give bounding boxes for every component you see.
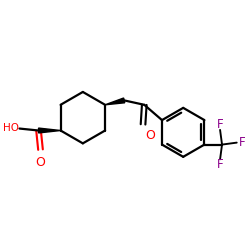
Text: O: O <box>145 129 155 142</box>
Text: F: F <box>239 136 246 149</box>
Text: O: O <box>36 156 46 170</box>
Text: F: F <box>217 158 224 171</box>
Text: HO: HO <box>3 123 19 133</box>
Polygon shape <box>38 128 60 133</box>
Text: F: F <box>217 118 224 131</box>
Polygon shape <box>105 98 125 105</box>
